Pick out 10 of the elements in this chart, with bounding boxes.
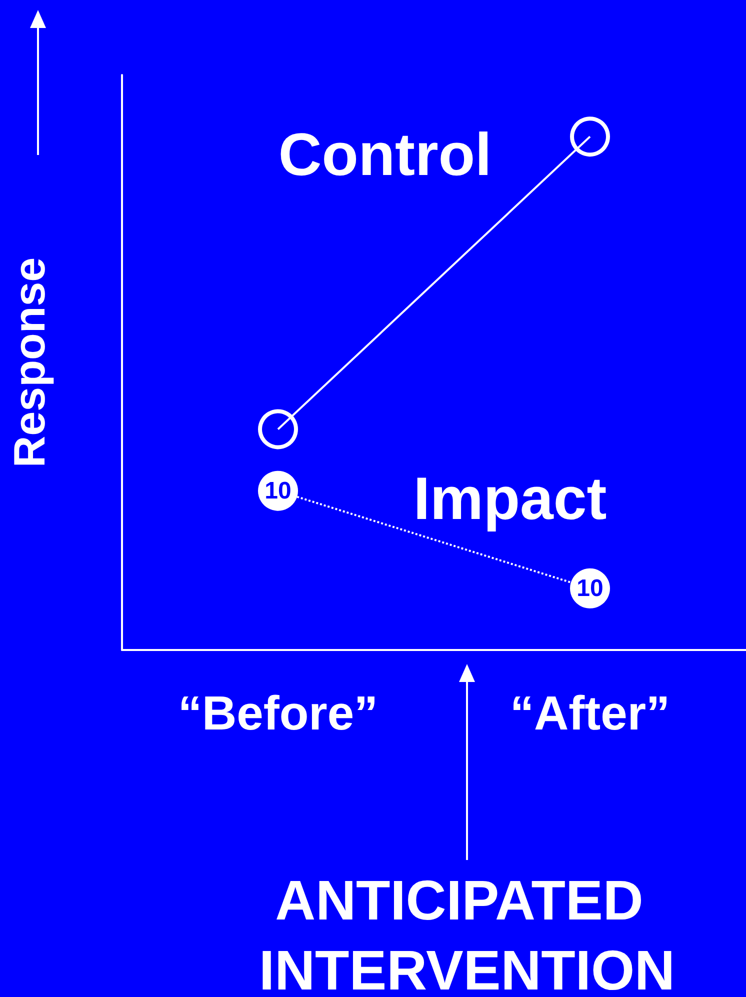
series-label: Impact [413,464,607,532]
annotation: 10 [576,574,604,602]
text: ANTICIPATED INTERVENTION [259,868,675,997]
point [570,116,610,157]
series-label: Control [278,121,492,188]
x-tick-label: “After” [510,688,670,740]
point [258,409,298,450]
x-tick-label: “Before” [178,688,378,740]
annotation: 10 [264,477,292,504]
y-axis-title: Response [6,257,54,468]
